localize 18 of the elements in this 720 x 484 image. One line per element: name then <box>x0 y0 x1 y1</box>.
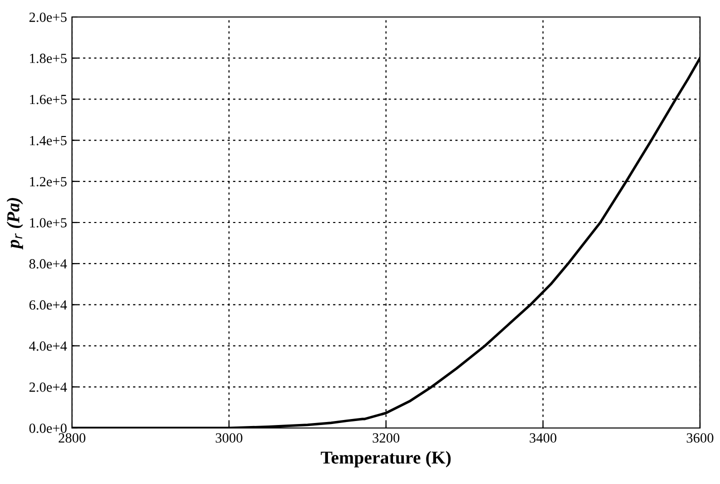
x-tick-label: 3200 <box>372 433 400 443</box>
x-tick-label: 3000 <box>216 433 242 443</box>
y-tick-label: 1.8e+5 <box>30 54 67 64</box>
y-tick-label: 2.0e+4 <box>29 382 67 392</box>
y-tick-label: 8.0e+4 <box>29 259 67 269</box>
y-tick-label: 1.6e+5 <box>30 94 67 104</box>
x-axis-title: Temperature (K) <box>320 451 451 468</box>
y-tick-label: 1.4e+5 <box>30 136 67 146</box>
y-tick-label: 1.0e+5 <box>30 218 67 228</box>
y-tick-label: 2.0e+5 <box>29 12 67 22</box>
y-tick-label: 1.2e+5 <box>30 177 67 186</box>
y-tick-label: 4.0e+4 <box>29 341 67 351</box>
y-tick-label: 0.0e+0 <box>29 424 67 434</box>
x-tick-label: 3400 <box>530 433 556 443</box>
y-axis-title: p$_{r}$ (Pa) <box>6 198 24 250</box>
x-tick-label: 3600 <box>686 433 714 443</box>
x-tick-label: 2800 <box>58 433 86 443</box>
y-tick-label: 6.0e+4 <box>29 300 67 310</box>
